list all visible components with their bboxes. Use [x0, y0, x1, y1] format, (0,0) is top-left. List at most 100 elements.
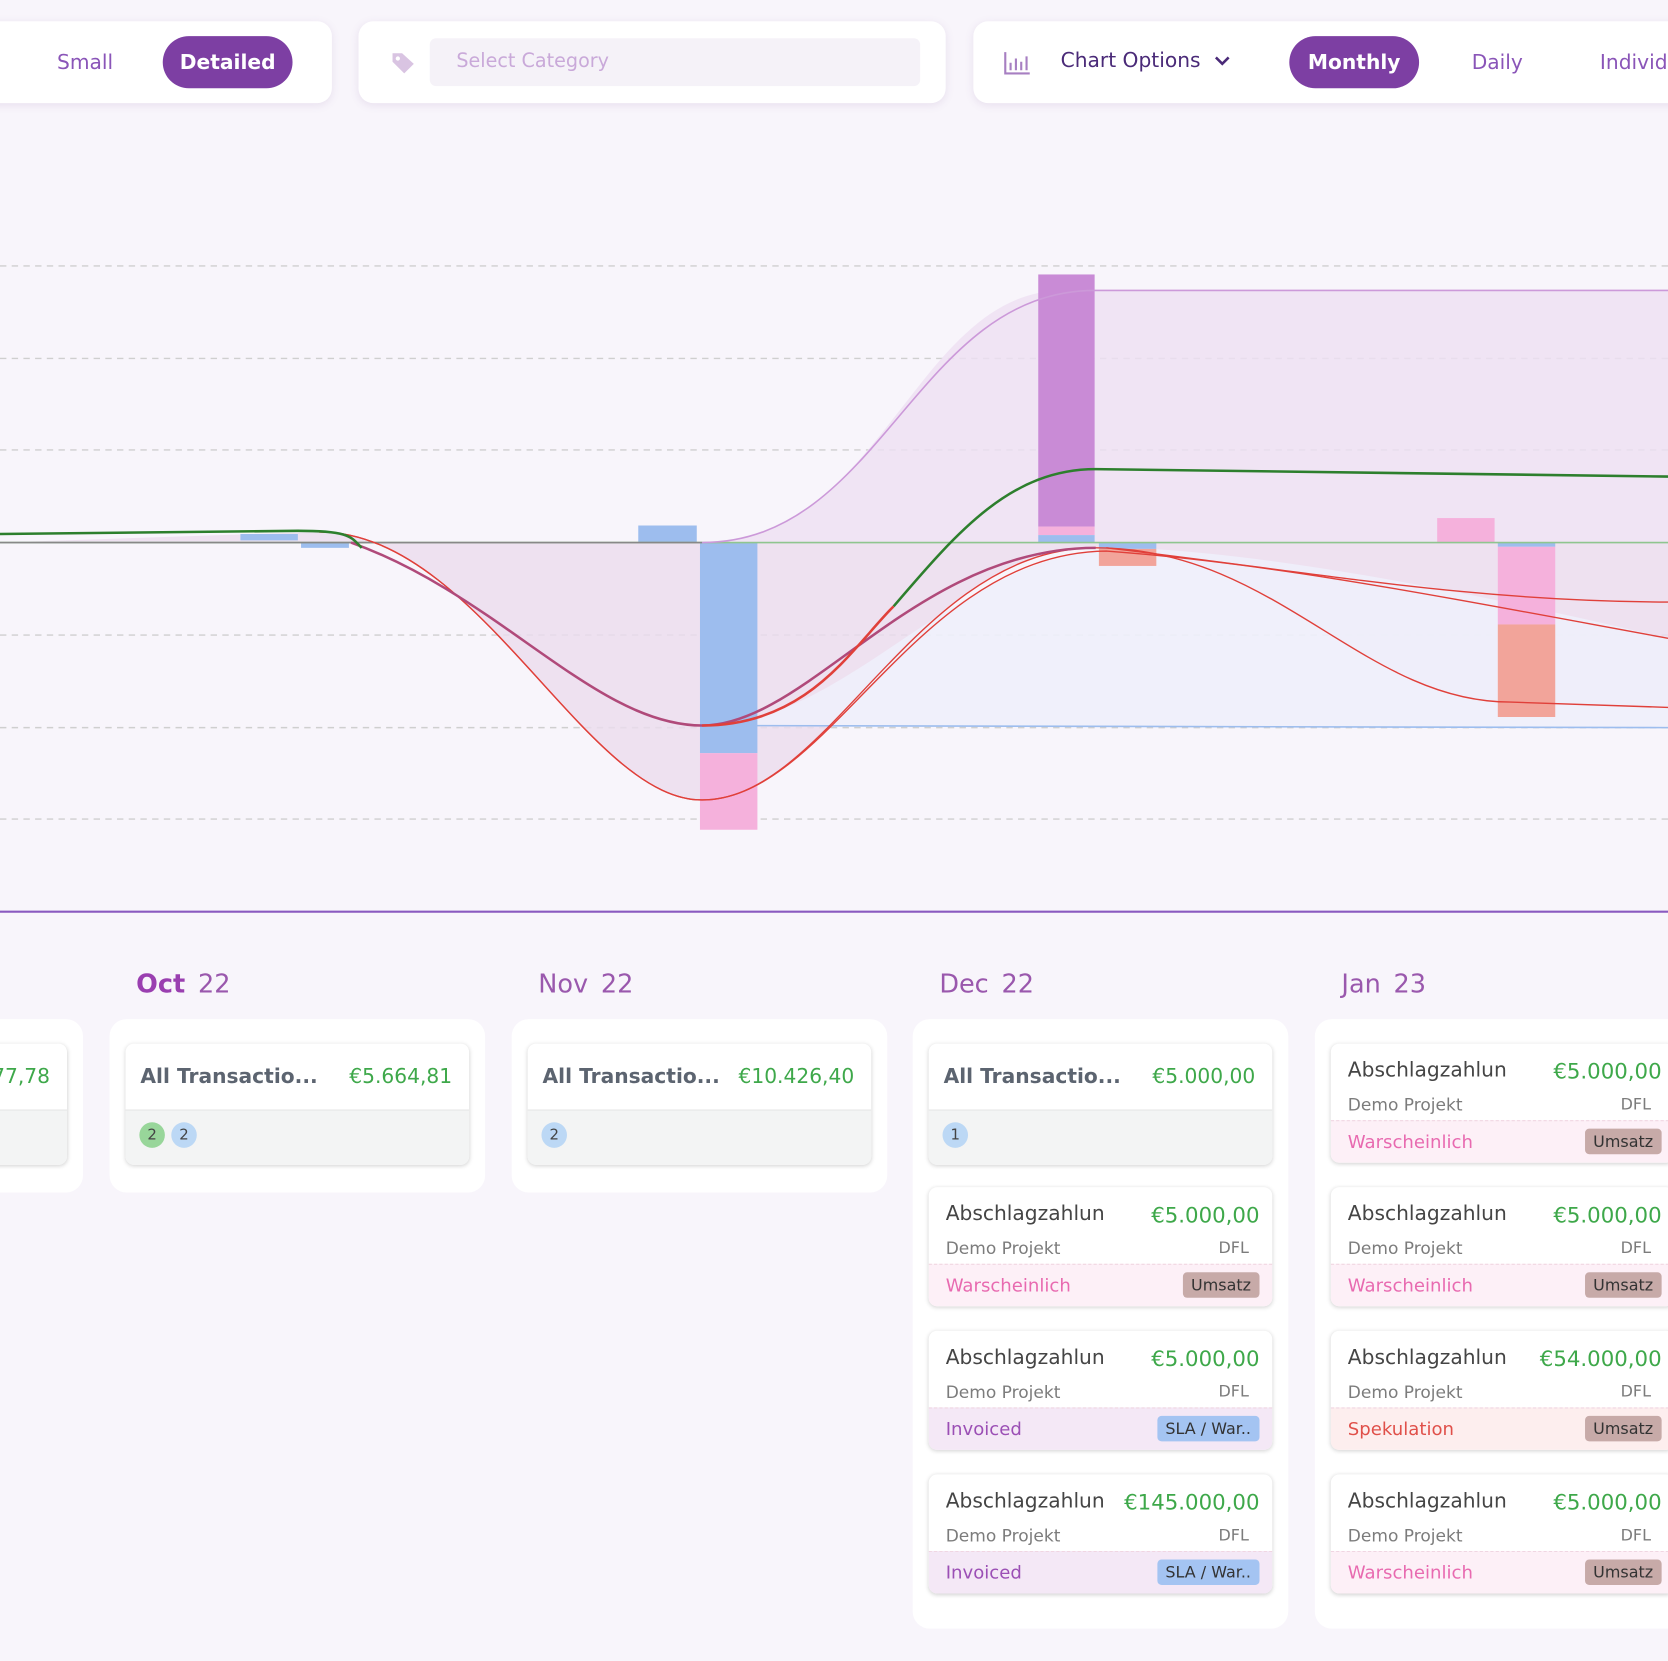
interval-button[interactable]: Monthly: [1289, 36, 1420, 89]
count-badge: 2: [171, 1122, 197, 1148]
card-tag: SLA / War..: [1156, 1415, 1260, 1442]
month-year: 23: [1393, 969, 1427, 999]
card-org: DFL: [1218, 1238, 1249, 1258]
card-status: Spekulation: [1347, 1419, 1455, 1441]
card-status: Invoiced: [945, 1419, 1022, 1441]
month-year: 22: [197, 969, 231, 999]
view-toggle-button[interactable]: Small: [57, 50, 114, 74]
card-footer: Warscheinlich Umsatz: [928, 1263, 1273, 1307]
card-title: Abschlagzahlun: [1347, 1202, 1507, 1226]
card-project: Demo Projekt: [945, 1525, 1061, 1546]
card-project: Demo Projekt: [1347, 1525, 1463, 1546]
card-org: DFL: [1218, 1525, 1249, 1545]
forecast-chart: [0, 265, 1668, 913]
summary-title: All Transactio...: [943, 1064, 1121, 1089]
card-org: DFL: [1620, 1094, 1651, 1114]
count-badge: 2: [139, 1122, 165, 1148]
view-toggle-button[interactable]: Detailed: [162, 36, 293, 89]
card-status: Warscheinlich: [1347, 1275, 1473, 1297]
category-select[interactable]: Select Category: [429, 38, 921, 87]
month-name: Nov: [538, 969, 589, 999]
card-title: Abschlagzahlun: [1347, 1345, 1507, 1370]
summary-amount: €5.664,81: [349, 1064, 453, 1089]
card-title: Abschlagzahlun: [945, 1345, 1105, 1370]
month-name: Jan: [1341, 969, 1381, 999]
count-badge: 2: [541, 1122, 567, 1148]
summary-title: All Transactio...: [140, 1064, 318, 1089]
summary-amount: €5.000,00: [1152, 1064, 1256, 1089]
summary-title: All Transactio...: [542, 1064, 720, 1089]
card-project: Demo Projekt: [945, 1238, 1061, 1259]
card-tag: Umsatz: [1584, 1272, 1662, 1298]
card-amount: €5.000,00: [1151, 1345, 1260, 1372]
month-name: Oct: [136, 969, 186, 999]
month-name: Dec: [939, 969, 989, 999]
summary-amount: €10.426,40: [738, 1064, 855, 1089]
card-tag: Umsatz: [1182, 1272, 1260, 1298]
transaction-card[interactable]: Abschlagzahlun €5.000,00 Demo Projekt DFL Wa…: [1330, 1474, 1668, 1594]
card-tag: Umsatz: [1584, 1128, 1662, 1155]
card-footer: Warscheinlich Umsatz: [1330, 1120, 1668, 1163]
summary-badges: [0, 1109, 68, 1165]
chevron-icon: [1214, 56, 1230, 66]
card-status: Invoiced: [945, 1562, 1022, 1584]
card-footer: Warscheinlich Umsatz: [1330, 1550, 1668, 1594]
card-project: Demo Projekt: [1347, 1238, 1463, 1259]
interval-button[interactable]: Individ: [1599, 50, 1668, 74]
card-footer: Invoiced SLA / War..: [928, 1407, 1273, 1450]
card-status: Warscheinlich: [1347, 1131, 1473, 1154]
chart-options-label: Chart Options: [1060, 48, 1201, 73]
interval-button[interactable]: Daily: [1471, 50, 1523, 74]
summary-card[interactable]: All Transactio... €5.000,00 1: [928, 1043, 1273, 1165]
card-title: Abschlagzahlun: [945, 1489, 1105, 1513]
tag-icon: [392, 53, 414, 74]
card-org: DFL: [1620, 1381, 1651, 1401]
summary-card[interactable]: 77,78: [0, 1043, 68, 1165]
transaction-card[interactable]: Abschlagzahlun €5.000,00 Demo Projekt DFL Wa…: [928, 1187, 1273, 1307]
card-amount: €145.000,00: [1124, 1489, 1260, 1515]
month-header: Nov 22: [538, 969, 633, 999]
summary-card[interactable]: All Transactio... €10.426,40 2: [527, 1043, 872, 1165]
card-amount: €5.000,00: [1553, 1202, 1662, 1228]
card-amount: €5.000,00: [1553, 1489, 1662, 1515]
summary-badges: 2: [527, 1109, 872, 1165]
card-status: Warscheinlich: [1347, 1562, 1473, 1584]
card-tag: Umsatz: [1584, 1559, 1662, 1586]
card-amount: €5.000,00: [1553, 1058, 1662, 1084]
card-title: Abschlagzahlun: [1347, 1489, 1507, 1513]
card-title: Abschlagzahlun: [945, 1202, 1105, 1226]
count-badge: 1: [942, 1122, 969, 1148]
card-org: DFL: [1218, 1381, 1249, 1401]
month-header: Jan 23: [1341, 969, 1426, 999]
transaction-card[interactable]: Abschlagzahlun €145.000,00 Demo Projekt DFL…: [928, 1474, 1273, 1594]
category-placeholder: Select Category: [456, 49, 609, 73]
card-status: Warscheinlich: [945, 1275, 1071, 1297]
card-amount: €54.000,00: [1539, 1345, 1662, 1372]
month-header: Dec 22: [939, 969, 1034, 999]
month-year: 22: [1001, 969, 1034, 999]
card-title: Abschlagzahlun: [1347, 1058, 1507, 1082]
card-project: Demo Projekt: [1347, 1381, 1463, 1403]
transaction-card[interactable]: Abschlagzahlun €5.000,00 Demo Projekt DFL Wa…: [1330, 1187, 1668, 1307]
transaction-card[interactable]: Abschlagzahlun €54.000,00 Demo Projekt DFL S…: [1330, 1330, 1668, 1450]
card-org: DFL: [1620, 1525, 1651, 1545]
summary-amount: 77,78: [0, 1064, 50, 1089]
card-tag: Umsatz: [1584, 1415, 1662, 1442]
summary-badges: 1: [928, 1109, 1273, 1165]
transaction-card[interactable]: Abschlagzahlun €5.000,00 Demo Projekt DFL Wa…: [1330, 1043, 1668, 1163]
card-org: DFL: [1620, 1238, 1651, 1258]
chart-icon: [1004, 52, 1030, 75]
month-header: Oct 22: [136, 969, 230, 999]
card-footer: Invoiced SLA / War..: [928, 1550, 1273, 1594]
chart-options-button[interactable]: Chart Options: [1061, 49, 1231, 72]
card-footer: Warscheinlich Umsatz: [1330, 1263, 1668, 1307]
card-project: Demo Projekt: [1347, 1094, 1463, 1115]
transaction-card[interactable]: Abschlagzahlun €5.000,00 Demo Projekt DFL In…: [928, 1330, 1273, 1450]
card-project: Demo Projekt: [945, 1381, 1061, 1403]
card-footer: Spekulation Umsatz: [1330, 1407, 1668, 1450]
summary-card[interactable]: All Transactio... €5.664,81 2 2: [125, 1043, 470, 1165]
card-tag: SLA / War..: [1156, 1559, 1260, 1586]
month-year: 22: [600, 969, 634, 999]
